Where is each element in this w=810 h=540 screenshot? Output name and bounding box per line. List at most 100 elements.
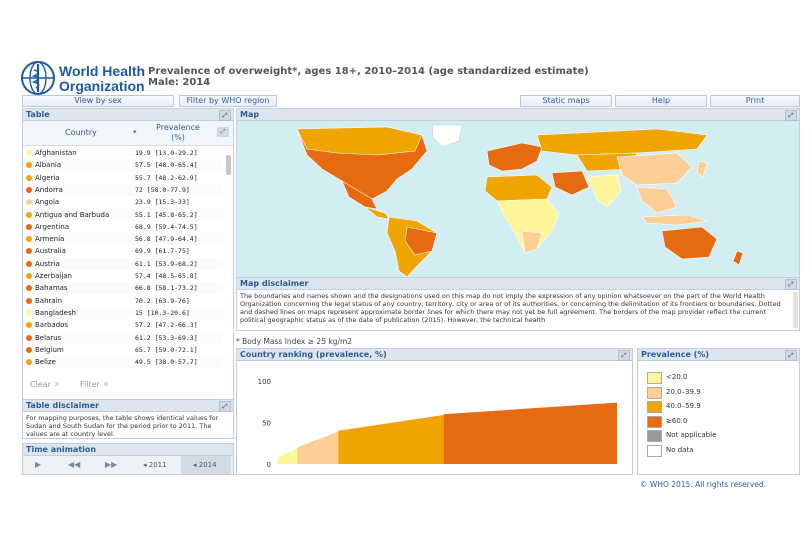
time-animation-header: Time animation [23, 444, 233, 456]
ranking-segment[interactable] [338, 415, 444, 464]
expand-icon[interactable]: ⤢ [219, 110, 231, 121]
country-name: Belarus [35, 333, 62, 342]
prevalence-value: 23.9 [15.3-33] [135, 198, 190, 207]
ranking-panel: Country ranking (prevalence, %) ⤢ 0 50 100 [236, 348, 633, 475]
table-row[interactable]: Bahamas 66.8 [58.1-73.2] [23, 282, 223, 295]
australia[interactable] [661, 226, 718, 260]
europe[interactable] [486, 142, 543, 172]
view-by-sex-button[interactable]: View by sex [22, 95, 174, 107]
indonesia[interactable] [641, 214, 708, 226]
table-row[interactable]: Bangladesh 15 [10.3-20.6] [23, 306, 223, 319]
expand-icon[interactable]: ⤢ [785, 279, 797, 290]
map-disclaimer-header: Map disclaimer ⤢ [237, 278, 799, 290]
country-name: Bahrain [35, 296, 63, 305]
table-row[interactable]: Armenia 56.8 [47.9-64.4] [23, 233, 223, 246]
table-row[interactable]: Australia 69.9 [61.7-75] [23, 245, 223, 258]
ranking-segment[interactable] [297, 431, 339, 464]
prevalence-dot [26, 309, 32, 316]
year-end-label: 2014 [198, 461, 217, 469]
legend-label: No data [666, 445, 694, 454]
table-row[interactable]: Algeria 55.7 [48.2-62.9] [23, 171, 223, 184]
rewind-icon[interactable]: ◀◀ [68, 460, 81, 469]
help-button[interactable]: Help [615, 95, 707, 107]
south-asia[interactable] [586, 174, 622, 208]
table-row[interactable]: Belize 49.5 [38.0-57.7] [23, 356, 223, 368]
table-row[interactable]: Argentina 68.9 [59.4-74.5] [23, 220, 223, 233]
table-row[interactable]: Barbados 57.2 [47.2-66.3] [23, 319, 223, 332]
table-row[interactable]: Belgium 65.7 [59.0-72.1] [23, 343, 223, 356]
expand-icon[interactable]: ⤢ [618, 350, 630, 361]
north-africa[interactable] [484, 174, 553, 202]
country-name: Azerbaijan [35, 272, 72, 280]
table-row[interactable]: Albania 57.5 [48.0-65.4] [23, 159, 223, 172]
world-map[interactable] [237, 121, 799, 277]
legend-item: No data [647, 444, 787, 457]
year-selected[interactable] [181, 456, 231, 474]
legend-swatch [647, 372, 662, 384]
table-row[interactable]: Angola 23.9 [15.3-33] [23, 196, 223, 209]
ranking-segment[interactable] [277, 448, 298, 464]
table-body: Afghanistan 19.9 [13.0-29.2] Albania 57.5 [… [23, 146, 233, 368]
table-row[interactable]: Bahrain 70.2 [63.9-76] [23, 294, 223, 307]
year-end[interactable]: ◂ 2014 [193, 461, 217, 469]
new-zealand[interactable] [732, 250, 744, 266]
brazil[interactable] [404, 226, 438, 256]
southeast-asia[interactable] [636, 186, 678, 214]
filter-bar: Clear ✕ Filter ✕ [22, 376, 232, 394]
legend-header: Prevalence (%) ⤢ [638, 349, 799, 361]
ranking-segment[interactable] [443, 402, 617, 464]
year-start[interactable]: ◂ 2011 [143, 461, 167, 469]
table-row[interactable]: Andorra 72 [58.0-77.9] [23, 183, 223, 196]
table-disclaimer-text: For mapping purposes, the table shows id… [26, 414, 219, 438]
table-row[interactable]: Afghanistan 19.9 [13.0-29.2] [23, 147, 223, 159]
legend-item: ≥60.0 [647, 415, 787, 428]
china[interactable] [616, 152, 693, 186]
middle-east[interactable] [551, 170, 590, 196]
table-panel: Table ⤢ Country ▾ Prevalence (%) ⤢ Afgha… [22, 108, 234, 400]
clear-button[interactable]: Clear ✕ [30, 380, 60, 389]
greenland[interactable] [431, 124, 463, 148]
expand-icon[interactable]: ⤢ [785, 110, 797, 121]
southern-africa[interactable] [521, 230, 543, 254]
table-disclaimer-heading: Table disclaimer [26, 401, 100, 410]
mexico[interactable] [341, 180, 378, 210]
table-scrollbar[interactable] [226, 155, 231, 175]
prevalence-dot [26, 236, 32, 243]
table-row[interactable]: Antigua and Barbuda 55.1 [45.8-65.2] [23, 208, 223, 221]
country-name: Bahamas [35, 284, 68, 293]
filter-button[interactable]: Filter ✕ [80, 380, 109, 389]
prevalence-dot [26, 223, 32, 230]
map-disclaimer-scrollbar[interactable] [793, 292, 798, 328]
fast-forward-icon[interactable]: ▶▶ [105, 460, 118, 469]
column-prevalence[interactable]: Prevalence (%) [156, 123, 200, 142]
table-row[interactable]: Austria 61.1 [53.9-68.2] [23, 257, 223, 270]
table-row[interactable]: Azerbaijan 57.4 [48.5-65.8] [23, 270, 223, 282]
expand-icon[interactable]: ⤢ [785, 350, 797, 361]
legend-swatch [647, 415, 662, 428]
canada[interactable] [296, 126, 423, 156]
column-country[interactable]: Country [65, 128, 97, 137]
print-button[interactable]: Print [710, 95, 800, 107]
static-maps-button[interactable]: Static maps [520, 95, 612, 107]
prevalence-dot [26, 174, 32, 181]
country-name: Andorra [35, 185, 63, 194]
map-disclaimer-heading: Map disclaimer [240, 279, 309, 288]
map-disclaimer-panel: Map disclaimer ⤢ The boundaries and name… [236, 277, 800, 331]
japan[interactable] [696, 160, 708, 178]
page-subtitle: Male: 2014 [148, 77, 211, 88]
prevalence-value: 57.5 [48.0-65.4] [135, 161, 198, 170]
country-name: Argentina [35, 222, 70, 231]
filter-by-region-button[interactable]: Filter by WHO region [179, 95, 277, 107]
play-icon[interactable]: ▶ [35, 460, 42, 469]
prevalence-value: 19.9 [13.0-29.2] [135, 149, 198, 157]
column-menu-icon[interactable]: ⤢ [217, 127, 229, 137]
country-name: Angola [35, 198, 60, 207]
prevalence-dot [26, 150, 32, 156]
sort-icon[interactable]: ▾ [133, 128, 137, 136]
russia[interactable] [536, 128, 708, 156]
map-panel-header: Map ⤢ [237, 109, 799, 121]
expand-icon[interactable]: ⤢ [219, 401, 231, 412]
country-name: Belize [35, 358, 56, 367]
table-row[interactable]: Belarus 61.2 [53.3-69.3] [23, 331, 223, 344]
prevalence-value: 61.1 [53.9-68.2] [135, 259, 198, 268]
